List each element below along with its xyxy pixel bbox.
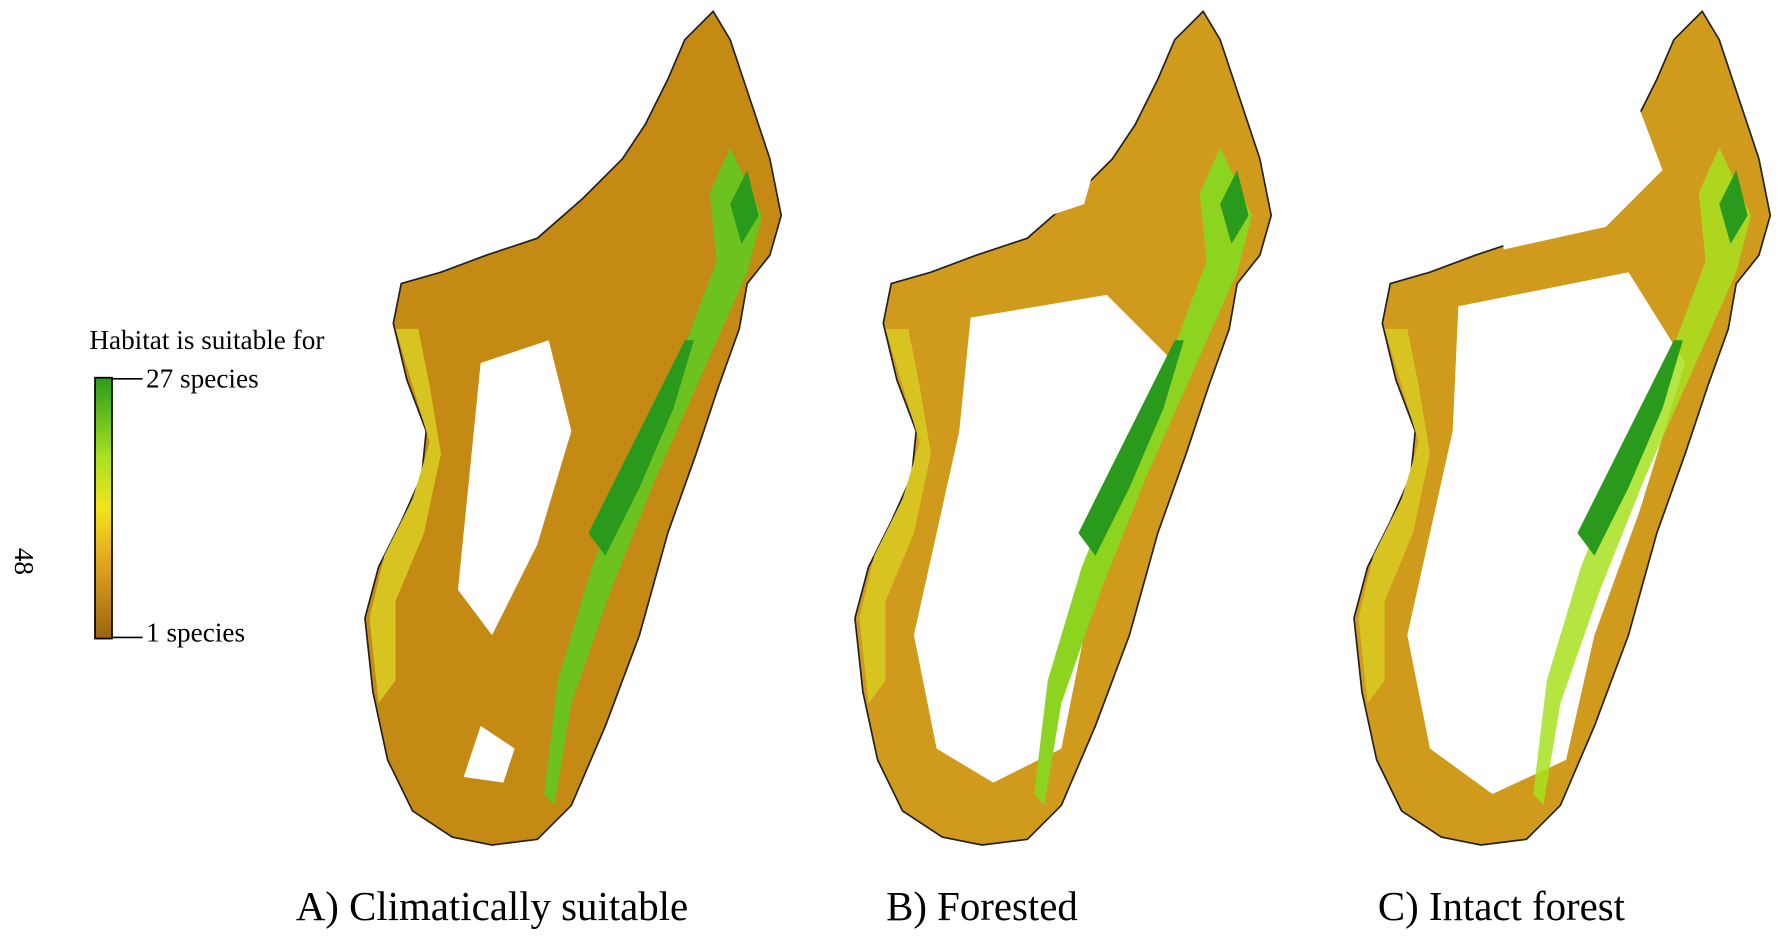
legend-colorbar (95, 378, 112, 639)
map-a (365, 11, 781, 845)
map-c (1354, 11, 1770, 845)
legend-title: Habitat is suitable for (89, 325, 324, 355)
legend-min-label: 1 species (146, 617, 245, 647)
map-b (855, 11, 1271, 845)
legend: Habitat is suitable for 27 species 1 spe… (89, 325, 324, 648)
page-number: 48 (9, 548, 39, 575)
legend-max-label: 27 species (146, 363, 259, 393)
panel-caption: B) Forested (886, 884, 1078, 929)
figure: Habitat is suitable for 27 species 1 spe… (0, 0, 1787, 938)
panel-caption: A) Climatically suitable (296, 884, 688, 929)
panel-caption: C) Intact forest (1378, 884, 1626, 929)
page: Habitat is suitable for 27 species 1 spe… (0, 0, 1787, 938)
